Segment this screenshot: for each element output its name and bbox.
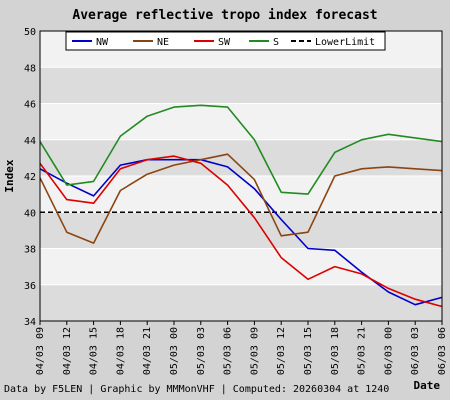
x-tick-label: 06/03 03 <box>410 327 421 375</box>
footer-credits: Data by F5LEN | Graphic by MMMonVHF | Co… <box>4 384 389 395</box>
plot-band <box>40 67 442 104</box>
x-tick-label: 05/03 03 <box>196 327 207 375</box>
series-line-ne <box>39 153 443 244</box>
legend-label: S <box>273 37 279 48</box>
y-tick-label: 38 <box>24 245 36 256</box>
plot-band <box>40 284 442 321</box>
x-tick-label: 04/03 09 <box>35 327 46 375</box>
x-tick-label: 04/03 18 <box>115 327 126 375</box>
legend-label: LowerLimit <box>315 37 375 48</box>
y-tick-label: 50 <box>24 27 36 38</box>
y-tick-label: 46 <box>24 100 36 111</box>
chart-title: Average reflective tropo index forecast <box>72 8 377 23</box>
series-lines <box>39 104 443 308</box>
y-tick-label: 36 <box>24 281 36 292</box>
x-tick-label: 05/03 00 <box>169 327 180 375</box>
y-axis-label: Index <box>3 159 16 192</box>
legend: NW NE SW S LowerLimit <box>65 31 386 51</box>
x-tick-label: 05/03 21 <box>357 327 368 375</box>
y-tick-label: 42 <box>24 172 36 183</box>
x-tick-label: 06/03 00 <box>383 327 394 375</box>
x-tick-label: 05/03 15 <box>303 327 314 375</box>
x-tick-label: 04/03 12 <box>62 327 73 375</box>
legend-label: NE <box>157 37 169 48</box>
x-tick-labels: 04/03 09 04/03 12 04/03 15 04/03 18 04/03 21… <box>35 321 448 375</box>
series-line-s <box>39 104 443 195</box>
x-tick-label: 05/03 12 <box>276 327 287 375</box>
y-tick-label: 48 <box>24 63 36 74</box>
legend-label: NW <box>96 37 109 48</box>
plot-border <box>39 30 443 322</box>
x-tick-label: 04/03 21 <box>142 327 153 375</box>
x-tick-label: 05/03 06 <box>223 327 234 375</box>
x-tick-label: 05/03 09 <box>249 327 260 375</box>
x-axis-label: Date <box>414 379 441 392</box>
x-tick-label: 06/03 06 <box>437 327 448 375</box>
series-line-sw <box>39 155 443 308</box>
x-tick-label: 05/03 18 <box>330 327 341 375</box>
y-tick-label: 40 <box>24 208 36 219</box>
y-tick-label: 34 <box>24 317 36 328</box>
legend-label: SW <box>218 37 231 48</box>
x-tick-label: 04/03 15 <box>89 327 100 375</box>
y-tick-label: 44 <box>24 136 36 147</box>
y-tick-labels: 34 36 38 40 42 44 46 48 50 <box>24 27 36 328</box>
legend-box <box>65 31 386 51</box>
